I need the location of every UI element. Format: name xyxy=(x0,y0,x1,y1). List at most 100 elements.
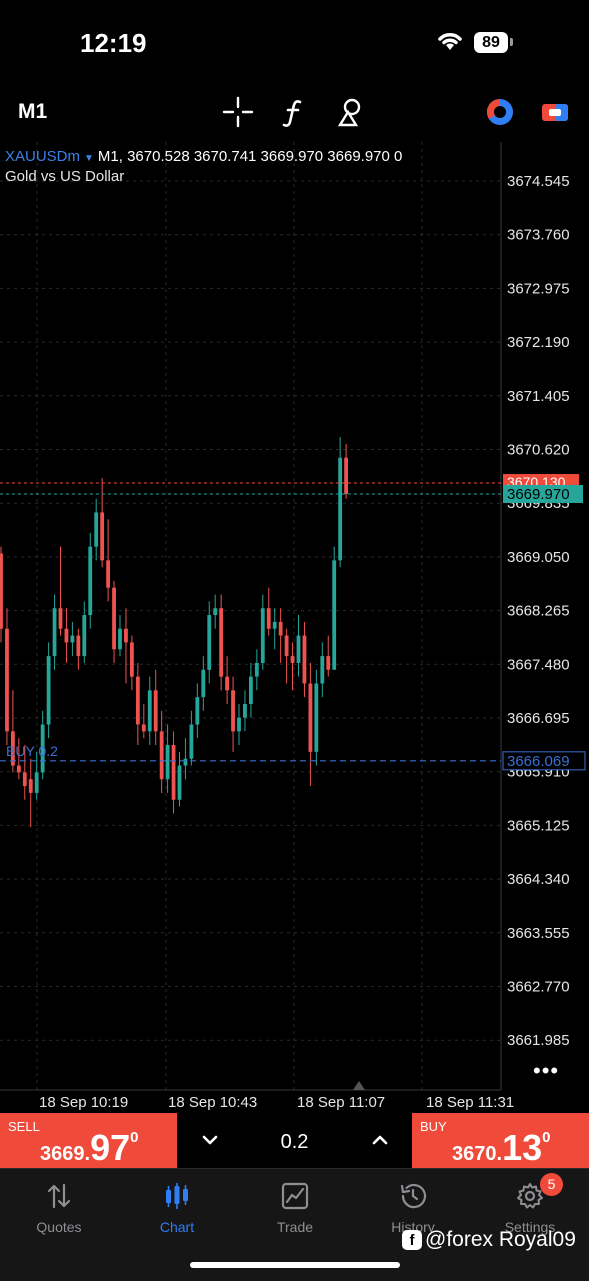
crosshair-icon[interactable] xyxy=(222,96,254,128)
price-axis-label: 3665.125 xyxy=(507,817,570,834)
candle-body xyxy=(11,731,15,766)
candle-body xyxy=(296,635,301,663)
candle-body xyxy=(153,690,158,732)
candle-body xyxy=(82,615,87,657)
candle-body xyxy=(183,758,188,766)
candle-body xyxy=(159,731,164,780)
candle-body xyxy=(100,512,105,561)
price-axis-label: 3663.555 xyxy=(507,925,570,942)
position-price-label: 3666.069 xyxy=(507,753,570,770)
more-options-icon[interactable]: ••• xyxy=(533,1058,560,1083)
candle-body xyxy=(141,724,146,732)
candle-body xyxy=(112,587,116,650)
symbol-info: XAUUSDm ▼ M1, 3670.528 3670.741 3669.970 3… xyxy=(5,148,402,165)
candle-body xyxy=(201,669,206,698)
bid-price-label: 3669.970 xyxy=(507,486,570,503)
battery-tip xyxy=(510,38,513,46)
increase-lot-icon[interactable] xyxy=(365,1125,395,1155)
decrease-lot-icon[interactable] xyxy=(195,1125,225,1155)
price-axis-label: 3671.405 xyxy=(507,388,570,405)
shapes-icon[interactable] xyxy=(334,96,366,128)
one-click-trading-icon[interactable] xyxy=(539,96,571,128)
candle-body xyxy=(171,745,176,800)
ohlc-values: M1, 3670.528 3670.741 3669.970 3669.970 … xyxy=(97,148,403,165)
status-time: 12:19 xyxy=(80,28,147,58)
history-icon xyxy=(400,1183,427,1209)
candle-body xyxy=(135,676,140,725)
status-bar: 12:19 89 xyxy=(0,0,589,80)
price-chart[interactable]: 3674.545 3673.760 3672.975 3672.190 3671.405… xyxy=(0,142,589,1117)
tab-chart[interactable]: Chart xyxy=(118,1169,236,1239)
tab-trade[interactable]: Trade xyxy=(236,1169,354,1239)
candle-body xyxy=(40,724,45,773)
candle-body xyxy=(88,546,93,616)
candle-body xyxy=(58,608,63,629)
candle-body xyxy=(260,608,265,663)
candle-body xyxy=(118,628,122,650)
candle-body xyxy=(237,717,241,732)
tab-settings[interactable]: Settings xyxy=(471,1169,589,1239)
chart-icon xyxy=(166,1183,188,1209)
candle-body xyxy=(308,683,313,752)
candle-body xyxy=(52,608,57,657)
candle-body xyxy=(124,628,128,643)
candle-body xyxy=(302,635,307,684)
symbol-name[interactable]: XAUUSDm xyxy=(5,148,81,165)
candle-body xyxy=(213,608,218,616)
buy-price-prefix: 3670. xyxy=(452,1143,503,1165)
sell-price: 3669.970 xyxy=(40,1127,138,1169)
candle-body xyxy=(225,676,229,691)
buy-price-fraction: 0 xyxy=(542,1129,551,1146)
candle-body xyxy=(189,724,194,759)
time-axis-label: 18 Sep 11:31 xyxy=(426,1094,514,1111)
bid-price-tag xyxy=(503,484,583,503)
candle-body xyxy=(278,621,283,636)
price-axis-label: 3666.695 xyxy=(507,710,570,727)
candle-body xyxy=(290,656,295,663)
trade-bar: SELL 3669.970 0.2 BUY 3670.130 xyxy=(0,1113,589,1168)
candle-body xyxy=(64,628,69,643)
function-icon[interactable] xyxy=(278,96,310,128)
candle-body xyxy=(177,765,182,800)
sell-label: SELL xyxy=(8,1119,40,1134)
settings-icon xyxy=(517,1183,543,1209)
sell-price-prefix: 3669. xyxy=(40,1143,91,1165)
lot-size-value[interactable]: 0.2 xyxy=(280,1131,309,1153)
tab-quotes[interactable]: Quotes xyxy=(0,1169,118,1239)
candle-body xyxy=(344,457,348,494)
candle-body xyxy=(34,772,39,793)
symbol-dropdown-icon[interactable]: ▼ xyxy=(84,153,94,164)
candle-body xyxy=(22,772,27,787)
tab-label: Settings xyxy=(504,1219,556,1235)
candle-body xyxy=(195,697,200,725)
buy-price-pips: 13 xyxy=(502,1127,543,1168)
candle-body xyxy=(314,683,319,752)
trading-signals-icon[interactable] xyxy=(484,96,516,128)
candle-body xyxy=(16,765,21,773)
home-indicator xyxy=(190,1262,400,1268)
price-axis-label: 3664.340 xyxy=(507,871,570,888)
lot-control: 0.2 xyxy=(177,1113,412,1168)
candle-body xyxy=(28,779,33,793)
candle-body xyxy=(243,703,247,718)
wifi-icon xyxy=(438,33,462,50)
buy-button[interactable]: BUY 3670.130 xyxy=(412,1113,589,1168)
candle-body xyxy=(165,745,170,780)
price-axis-label: 3672.975 xyxy=(507,280,570,297)
candle-body xyxy=(320,656,325,684)
sell-button[interactable]: SELL 3669.970 xyxy=(0,1113,177,1168)
price-axis-label: 3669.050 xyxy=(507,549,570,566)
buy-label: BUY xyxy=(420,1119,447,1134)
candle-body xyxy=(5,628,9,732)
sell-price-fraction: 0 xyxy=(130,1129,139,1146)
candle-body xyxy=(272,621,277,629)
timeframe-button[interactable]: M1 xyxy=(18,100,48,123)
candle-body xyxy=(284,635,289,657)
chart-toolbar: M1 xyxy=(0,88,589,136)
candle-body xyxy=(94,512,99,547)
battery-indicator: 89 xyxy=(474,32,508,53)
candle-body xyxy=(219,608,224,677)
price-axis-label: 3661.985 xyxy=(507,1032,570,1049)
candle-body xyxy=(147,690,152,732)
price-axis-label: 3673.760 xyxy=(507,227,570,244)
